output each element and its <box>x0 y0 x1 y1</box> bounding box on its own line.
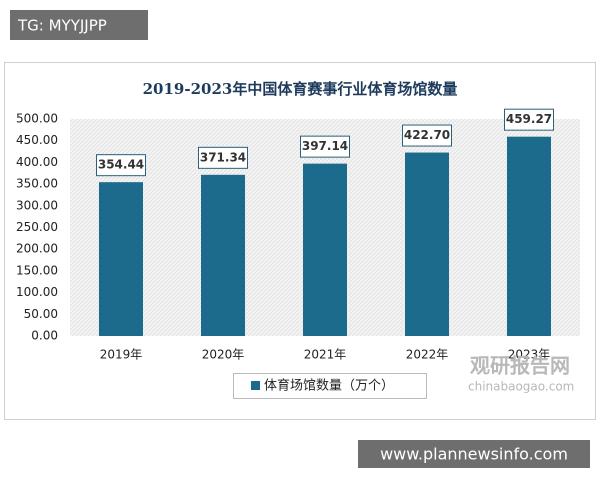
y-tick-label: 350.00 <box>16 177 58 191</box>
bar <box>405 152 449 336</box>
y-tick-label: 50.00 <box>24 307 58 321</box>
watermark-site: chinabaogao.com <box>468 380 574 394</box>
y-tick-label: 450.00 <box>16 133 58 147</box>
y-tick-label: 300.00 <box>16 198 58 212</box>
y-tick-label: 400.00 <box>16 155 58 169</box>
bar <box>303 163 347 336</box>
value-label-box <box>96 154 146 177</box>
y-tick-label: 250.00 <box>16 220 58 234</box>
plot: 0.00 50.00 100.00 150.00 200.00 250.00 300.00 3… <box>16 108 554 362</box>
bar <box>507 136 551 336</box>
badge-box <box>10 10 148 40</box>
legend-label: 体育场馆数量（万个） <box>264 378 394 394</box>
chart-title: 2019-2023年中国体育赛事行业体育场馆数量 <box>143 80 458 98</box>
value-label: 422.70 <box>404 128 450 142</box>
y-tick-label: 150.00 <box>16 263 58 277</box>
legend-swatch <box>251 381 260 390</box>
x-tick-label: 2021年 <box>304 348 347 362</box>
value-label-box <box>300 135 350 158</box>
footer-box <box>358 440 590 468</box>
x-tick-label: 2019年 <box>100 348 143 362</box>
value-label: 371.34 <box>200 150 246 164</box>
value-label-box <box>198 146 248 169</box>
watermark-name: 观研报告网 <box>470 354 570 378</box>
x-tick-label: 2022年 <box>406 348 449 362</box>
y-tick-label: 200.00 <box>16 242 58 256</box>
value-label: 354.44 <box>98 158 144 172</box>
value-label: 397.14 <box>302 139 348 153</box>
y-tick-label: 500.00 <box>16 112 58 126</box>
value-label: 459.27 <box>506 112 552 126</box>
y-tick-label: 100.00 <box>16 285 58 299</box>
badge: TG: MYYJJPP <box>17 17 107 35</box>
x-tick-label: 2023年 <box>508 348 551 362</box>
legend-box <box>233 373 427 399</box>
y-tick-label: 0.00 <box>31 329 58 343</box>
value-label-box <box>504 108 554 131</box>
value-label-box <box>402 124 452 147</box>
bar <box>99 182 143 336</box>
bar <box>201 174 245 336</box>
x-tick-label: 2020年 <box>202 348 245 362</box>
footer: www.plannewsinfo.com <box>380 445 568 464</box>
